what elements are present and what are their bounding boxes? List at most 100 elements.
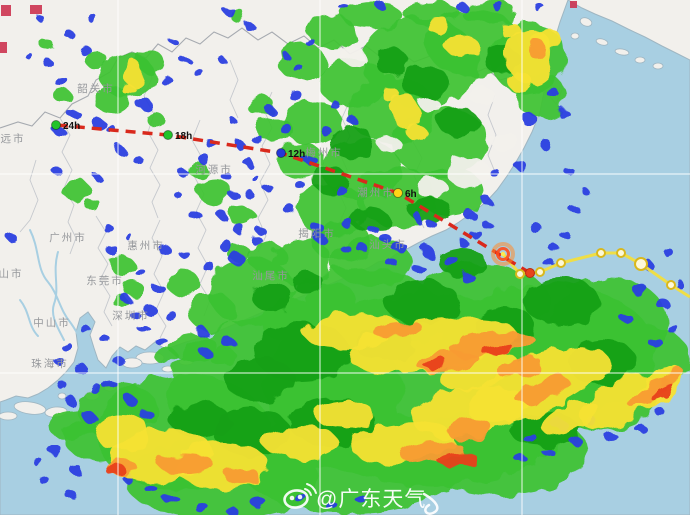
radar-echo-b [124,395,136,405]
radar-echo-o [627,377,669,407]
radar-echo-b [459,240,469,248]
radar-echo-b [102,380,118,390]
city-label: 汕头市 [369,238,407,251]
observed-track-line [501,251,690,299]
radar-echo-g [278,43,326,81]
radar-echo-b [41,478,51,486]
typhoon-icon-ring [496,247,510,261]
radar-echo-b [265,186,275,194]
radar-echo-b [535,4,545,12]
radar-echo-b [340,244,350,252]
radar-echo-b [243,21,253,29]
radar-echo-b [7,234,17,242]
forecast-label-12h: 12h [288,149,305,160]
radar-echo-b [648,337,662,347]
radar-echo-g [48,410,92,440]
radar-echo-b [284,205,296,215]
radar-echo-b [288,90,302,100]
city-label: 梅州市 [305,146,343,159]
radar-echo-g [402,0,458,24]
radar-echo-b [657,300,671,310]
island [634,56,646,64]
radar-echo-G [438,248,486,276]
radar-echo-b [220,171,230,179]
radar-echo-G [375,49,409,75]
radar-echo-o [529,40,547,60]
radar-echo-o [448,419,492,441]
radar-echo-w [339,46,365,64]
radar-echo-b [180,171,190,179]
radar-echo-b [421,247,435,257]
radar-echo-b [570,206,580,214]
radar-echo-g [62,179,90,201]
radar-echo-b [24,52,32,58]
radar-echo-b [53,75,67,85]
radar-echo-b [218,57,226,63]
radar-echo-o [515,376,569,404]
radar-echo-g [188,293,236,331]
radar-echo-b [663,248,673,256]
radar-echo-b [226,507,238,515]
radar-echo-o [450,330,534,358]
radar-echo-b [36,15,44,21]
city-label: 山市 [0,267,24,280]
radar-echo-b [252,136,264,144]
radar-echo-b [164,495,180,505]
radar-echo-b [243,158,253,166]
city-label: 珠海市 [31,357,69,370]
radar-echo-r [438,452,478,468]
radar-echo-b [542,258,554,266]
red-corner-mark [0,42,7,53]
radar-echo-b [252,499,268,509]
radar-echo-o [158,454,214,474]
radar-echo-g [247,242,287,272]
radar-echo-b [514,160,526,170]
radar-echo-y [315,401,375,429]
district-border [191,119,211,317]
radar-echo-y [392,95,420,129]
radar-echo-b [632,284,648,296]
radar-echo-b [48,445,62,455]
radar-echo-b [605,434,619,442]
radar-echo-b [540,140,552,150]
radar-echo-b [139,409,153,419]
radar-echo-b [257,228,267,236]
radar-echo-b [668,326,680,334]
radar-echo-b [379,234,391,242]
radar-echo-g [153,347,177,363]
radar-echo-b [551,246,561,254]
radar-echo-b [279,123,291,133]
radar-echo-b [89,383,101,393]
radar-echo-b [530,223,542,233]
radar-echo-y [445,35,479,57]
island [614,48,630,56]
district-border [151,219,167,339]
typhoon-icon-eye [500,251,506,257]
district-border [95,215,113,327]
radar-echo-b [160,75,172,85]
radar-echo-g [198,179,232,205]
watermark-curl [422,492,439,515]
island [652,62,664,70]
city-label: 河源市 [195,163,233,176]
radar-echo-b [143,305,157,315]
radar-echo-b [235,141,245,149]
island [570,32,580,40]
radar-echo-b [281,52,289,58]
radar-echo-y [406,124,426,140]
radar-echo-b [342,219,354,229]
weibo-logo-antenna-inner [304,488,312,496]
radar-echo-G [401,65,449,99]
radar-echo-r [650,383,674,401]
radar-echo-b [195,503,209,513]
radar-echo-b [265,106,275,114]
radar-echo-b [413,214,423,222]
radar-echo-G [524,278,600,326]
radar-echo-b [386,259,398,267]
radar-echo-b [120,294,130,302]
radar-echo-b [189,210,201,220]
radar-echo-w [416,178,448,198]
radar-echo-b [295,181,305,189]
weibo-logo-eye-left [289,495,295,501]
